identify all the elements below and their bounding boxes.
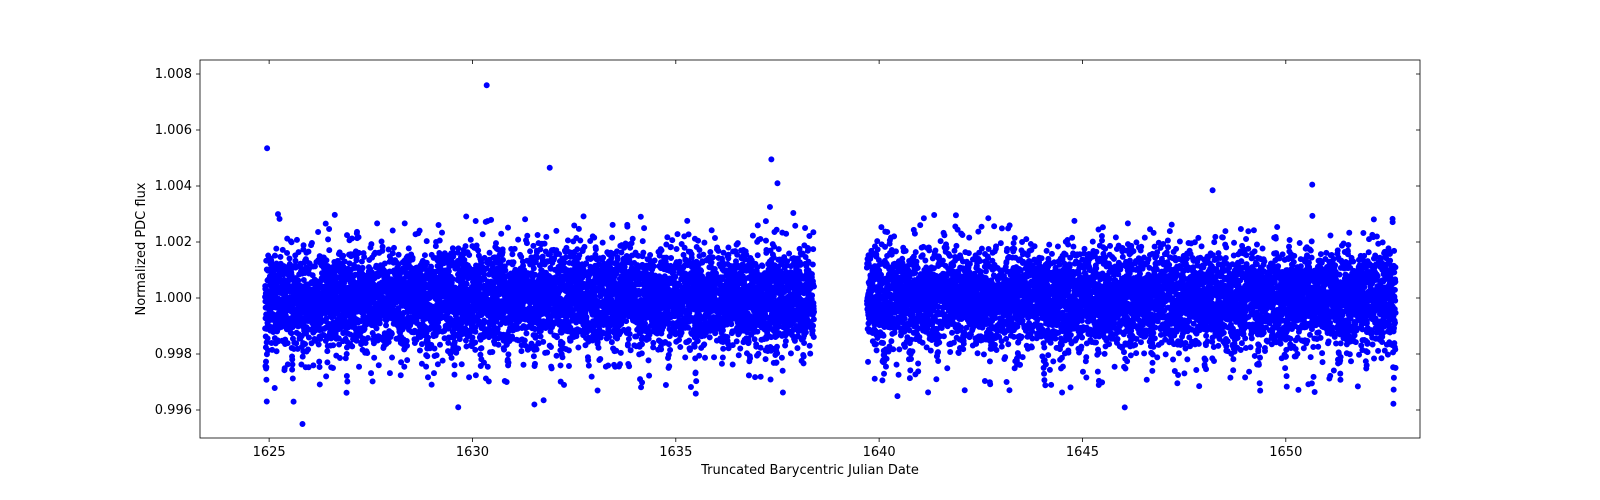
y-tick-label: 1.008	[155, 67, 192, 82]
y-axis-label: Normalized PDC flux	[134, 182, 149, 315]
x-tick-label: 1650	[1269, 445, 1302, 460]
y-tick-label: 1.002	[155, 235, 192, 250]
x-tick-label: 1645	[1066, 445, 1099, 460]
y-tick-label: 1.006	[155, 123, 192, 138]
y-tick-label: 0.996	[155, 403, 192, 418]
y-tick-label: 0.998	[155, 347, 192, 362]
x-tick-label: 1625	[253, 445, 286, 460]
x-tick-label: 1640	[863, 445, 896, 460]
y-tick-label: 1.004	[155, 179, 192, 194]
x-tick-label: 1635	[659, 445, 692, 460]
x-tick-label: 1630	[456, 445, 489, 460]
lightcurve-chart: 1625 1630 1635 1640 1645 1650 0.996 0.998 1.000…	[0, 0, 1600, 500]
x-axis-label: Truncated Barycentric Julian Date	[700, 463, 919, 478]
y-tick-label: 1.000	[155, 291, 192, 306]
